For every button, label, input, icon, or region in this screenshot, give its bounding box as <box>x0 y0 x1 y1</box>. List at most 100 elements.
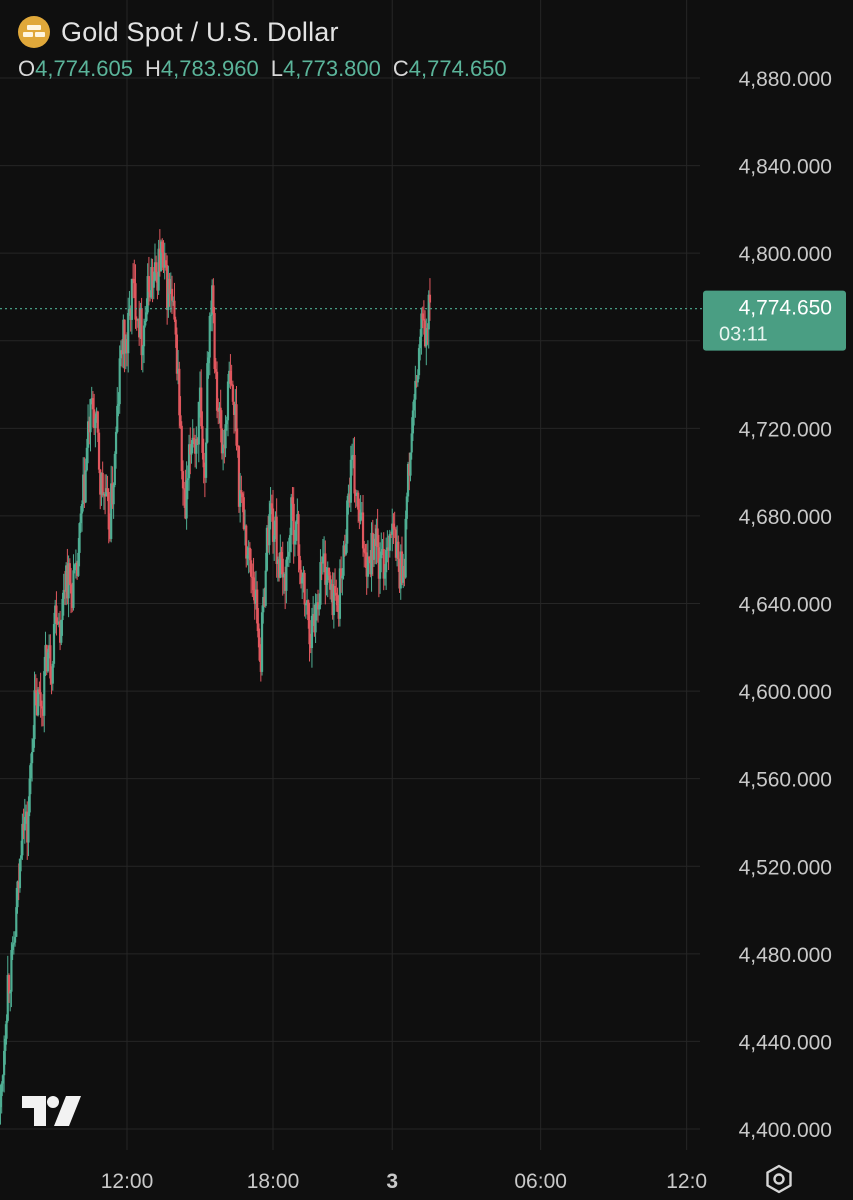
candle-up <box>12 942 15 945</box>
candle-up <box>78 523 81 553</box>
candle-up <box>330 584 333 590</box>
candle-up <box>187 444 191 479</box>
candle-up <box>321 556 324 564</box>
y-tick-label: 4,640.000 <box>739 594 832 617</box>
y-tick-label: 4,520.000 <box>739 856 832 879</box>
candle-down <box>34 690 37 693</box>
candle-up <box>100 472 103 495</box>
candle-down <box>389 534 393 536</box>
candle-down <box>184 489 187 519</box>
symbol-title[interactable]: Gold Spot / U.S. Dollar <box>61 16 339 47</box>
candle-up <box>310 615 314 649</box>
candle-up <box>117 404 120 406</box>
candle-up <box>18 858 22 889</box>
candle-up <box>95 411 98 419</box>
candle-up <box>24 811 28 817</box>
settings-hexagon-icon[interactable] <box>763 1163 795 1195</box>
candle-down <box>393 528 396 530</box>
ohlc-high-key: H <box>145 56 161 81</box>
candle-up <box>246 555 249 559</box>
tradingview-logo-icon[interactable] <box>22 1096 82 1126</box>
candle-up <box>112 485 115 505</box>
candle-up <box>28 778 31 813</box>
grid-lines <box>0 0 700 1150</box>
candle-down <box>308 620 311 645</box>
candle-down <box>91 398 95 410</box>
candle-up <box>16 881 19 908</box>
candle-down <box>192 437 196 440</box>
candle-down <box>56 623 59 625</box>
candle-down <box>371 532 374 560</box>
candle-up <box>157 248 160 291</box>
candle-down <box>329 575 332 590</box>
candle-up <box>145 312 148 321</box>
price-axis[interactable]: 4,880.000 4,840.000 4,800.000 4,720.000 4,68… <box>739 68 832 1142</box>
candle-up <box>209 314 213 316</box>
candle-down <box>387 547 390 551</box>
candle-down <box>374 538 377 547</box>
candle-down <box>135 319 138 321</box>
candle-up <box>195 439 198 454</box>
candle-up <box>27 812 30 843</box>
ohlc-close-value: 4,774.650 <box>408 56 507 81</box>
candle-up <box>312 614 315 616</box>
ohlc-high-value: 4,783.960 <box>160 56 259 81</box>
time-axis[interactable]: 12:00 18:00 3 06:00 12:0 <box>101 1170 707 1193</box>
candle-down <box>183 488 186 490</box>
candle-down <box>38 689 41 693</box>
symbol-title-row[interactable]: Gold Spot / U.S. Dollar <box>18 14 519 50</box>
candle-down <box>66 565 69 599</box>
candle-up <box>388 534 391 551</box>
last-price-tag-background <box>703 290 846 351</box>
candle-down <box>107 491 110 530</box>
candle-up <box>385 549 388 573</box>
candle-up <box>265 527 269 571</box>
y-tick-label: 4,440.000 <box>739 1031 832 1054</box>
candle-down <box>203 467 206 478</box>
candle-up <box>197 401 200 445</box>
candle-up <box>285 559 288 591</box>
candle-up <box>80 504 84 514</box>
ohlc-open-key: O <box>18 56 36 81</box>
candle-up <box>152 280 155 288</box>
y-tick-label: 4,720.000 <box>739 418 832 441</box>
candle-up <box>116 405 119 432</box>
candle-up <box>399 551 402 589</box>
candle-up <box>169 288 172 294</box>
candle-up <box>268 514 271 546</box>
candle-up <box>191 437 194 445</box>
candle-down <box>250 560 253 577</box>
y-tick-label: 4,600.000 <box>739 681 832 704</box>
ohlc-open-value: 4,774.605 <box>35 56 133 81</box>
candle-down <box>45 645 48 672</box>
candle-down <box>363 548 366 553</box>
candle-up <box>319 562 322 605</box>
candle-up <box>301 577 304 584</box>
candle-up <box>102 493 105 496</box>
candle-down <box>174 319 177 335</box>
candle-down <box>327 567 331 576</box>
candle-up <box>314 603 317 633</box>
candle-down <box>96 411 99 433</box>
candle-up <box>105 488 108 497</box>
candle-down <box>298 555 301 570</box>
candle-down <box>178 368 181 416</box>
candle-down <box>267 527 270 546</box>
candle-up <box>276 559 279 565</box>
candle-down <box>394 529 397 558</box>
candle-up <box>413 399 416 411</box>
candle-up <box>139 308 142 338</box>
candle-down <box>123 319 126 354</box>
x-tick-label: 06:00 <box>514 1170 567 1193</box>
candle-down <box>40 706 43 709</box>
candle-up <box>37 689 40 716</box>
candle-up <box>359 512 362 522</box>
candle-down <box>284 574 287 591</box>
candle-up <box>427 294 430 330</box>
candle-down <box>166 265 169 311</box>
candle-down <box>256 589 259 624</box>
candle-down <box>69 584 73 594</box>
candle-up <box>341 575 344 579</box>
candle-up <box>90 398 93 400</box>
